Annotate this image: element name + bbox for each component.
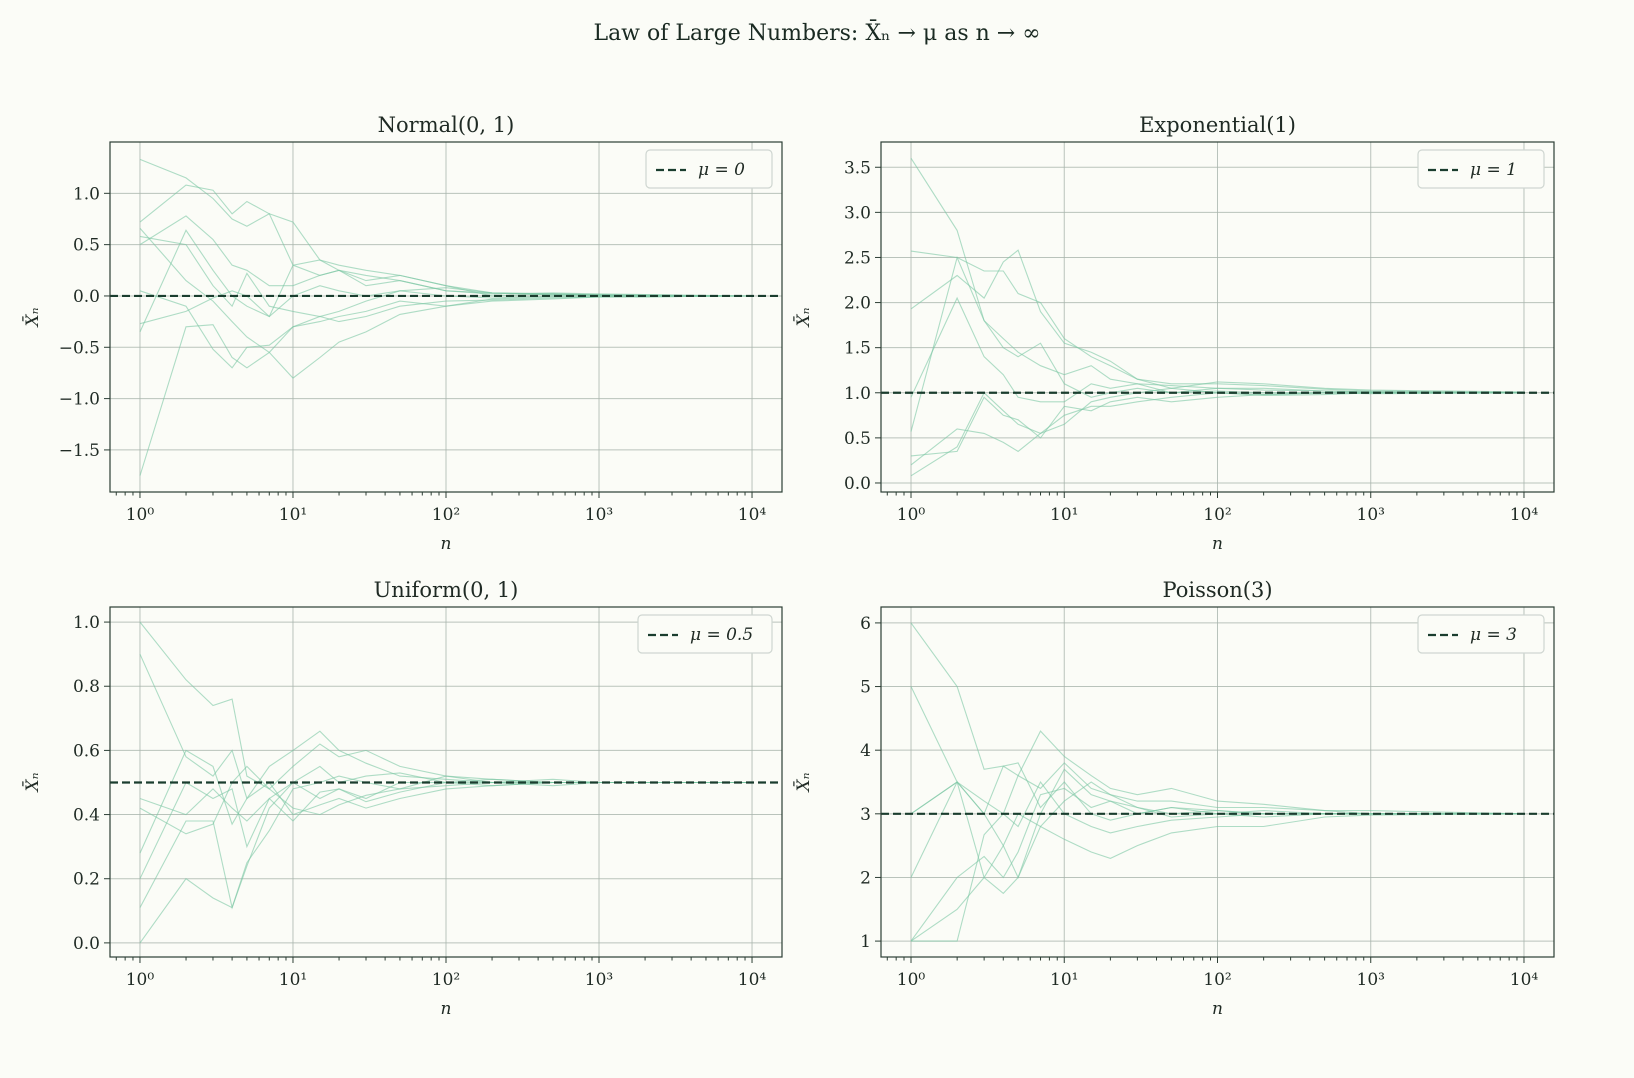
x-tick-label: 10⁰	[897, 970, 926, 990]
sample-mean-path-8	[139, 229, 753, 333]
x-tick-label: 10⁰	[126, 505, 155, 525]
y-tick-label: 0.0	[73, 934, 100, 954]
axes-frame	[880, 606, 1555, 958]
subplot-title: Uniform(0, 1)	[374, 578, 519, 602]
x-tick-label: 10⁰	[126, 970, 155, 990]
x-tick-label: 10²	[432, 505, 460, 525]
x-tick-label: 10³	[585, 505, 613, 525]
y-tick-label: 1.5	[844, 339, 871, 359]
legend-label: μ = 0	[698, 160, 745, 180]
y-tick-label: 0.5	[73, 236, 100, 256]
legend: μ = 3	[1417, 614, 1545, 654]
sample-mean-path-6	[910, 392, 1524, 466]
x-tick-label: 10²	[1203, 970, 1231, 990]
sample-mean-path-9	[139, 295, 753, 476]
y-tick-label: 3.5	[844, 158, 871, 178]
axes-frame	[109, 606, 783, 958]
y-tick-label: 0.2	[73, 870, 100, 890]
y-tick-label: 0.0	[73, 287, 100, 307]
legend: μ = 0	[645, 149, 773, 189]
x-axis-label: n	[1212, 534, 1223, 554]
x-tick-label: 10⁴	[1510, 505, 1539, 525]
x-axis-label: n	[441, 999, 452, 1019]
axes-frame	[880, 141, 1555, 493]
x-axis-label: n	[441, 534, 452, 554]
subplot-3: 10⁰ 10¹ 10² 10³ 10⁴ 0.0 0.2 0.4 0.6 0.8 1.0 Uniform…	[21, 578, 783, 1019]
y-axis-label: X̄ₙ	[792, 772, 814, 793]
subplot-title: Exponential(1)	[1139, 113, 1296, 137]
legend-box	[1417, 614, 1545, 654]
y-tick-label: 0.6	[73, 741, 100, 761]
sample-mean-path-5	[910, 813, 1525, 942]
x-tick-label: 10¹	[1050, 970, 1078, 990]
y-tick-label: 1.0	[73, 613, 100, 633]
sample-mean-path-4	[910, 768, 1524, 895]
sample-mean-path-3	[910, 249, 1525, 393]
legend-label: μ = 1	[1470, 160, 1517, 180]
x-tick-label: 10⁰	[897, 505, 926, 525]
y-tick-label: −0.5	[59, 338, 100, 358]
y-tick-label: 2	[860, 868, 871, 888]
y-tick-label: 3	[860, 805, 871, 825]
y-axis-label: X̄ₙ	[792, 307, 814, 328]
legend-box	[1417, 149, 1545, 189]
x-tick-label: 10¹	[1050, 505, 1078, 525]
x-tick-label: 10⁴	[738, 970, 767, 990]
x-tick-label: 10³	[1357, 970, 1385, 990]
x-tick-label: 10³	[1357, 505, 1385, 525]
sample-mean-path-7	[139, 765, 752, 910]
x-tick-label: 10⁴	[1510, 970, 1539, 990]
subplot-4: 10⁰ 10¹ 10² 10³ 10⁴ 1 2 3 4 5 6 Poisson(3) n X̄ₙ μ = 3	[792, 578, 1555, 1019]
y-tick-label: 1	[860, 932, 871, 952]
y-tick-label: 0.8	[73, 677, 100, 697]
x-tick-label: 10³	[585, 970, 613, 990]
sample-mean-path-1	[910, 157, 1525, 394]
x-tick-label: 10¹	[279, 970, 307, 990]
subplot-title: Poisson(3)	[1162, 578, 1272, 602]
y-tick-label: 1.0	[73, 184, 100, 204]
sample-mean-path-3	[139, 227, 753, 379]
y-tick-label: 6	[860, 614, 871, 634]
sample-mean-path-8	[910, 296, 1525, 403]
legend: μ = 0.5	[637, 614, 773, 654]
legend-box	[645, 149, 773, 189]
subplot-1: 10⁰ 10¹ 10² 10³ 10⁴ −1.5 −1.0 −0.5 0.0 0.5 1.0 Norm…	[21, 113, 783, 554]
y-tick-label: 0.5	[844, 429, 871, 449]
sample-mean-path-1	[910, 622, 1525, 815]
x-tick-label: 10¹	[279, 505, 307, 525]
y-tick-label: 1.0	[844, 384, 871, 404]
y-tick-label: 2.0	[844, 294, 871, 314]
axes-frame	[109, 141, 783, 493]
y-axis-label: X̄ₙ	[21, 307, 43, 328]
y-tick-label: −1.5	[59, 441, 100, 461]
y-tick-label: −1.0	[59, 390, 100, 410]
y-tick-label: 0.4	[73, 806, 100, 826]
x-tick-label: 10²	[1203, 505, 1231, 525]
x-axis-label: n	[1212, 999, 1223, 1019]
x-tick-label: 10²	[432, 970, 460, 990]
figure-suptitle: Law of Large Numbers: X̄ₙ → μ as n → ∞	[593, 19, 1040, 46]
legend-label: μ = 3	[1470, 625, 1517, 645]
sample-mean-path-2	[910, 686, 1524, 879]
y-tick-label: 3.0	[844, 203, 871, 223]
legend-box	[637, 614, 773, 654]
y-tick-label: 4	[860, 741, 871, 761]
sample-mean-path-7	[910, 787, 1524, 942]
y-tick-label: 5	[860, 678, 871, 698]
legend-label: μ = 0.5	[690, 625, 753, 645]
y-tick-label: 2.5	[844, 248, 871, 268]
y-tick-label: 0.0	[844, 474, 871, 494]
x-tick-label: 10⁴	[738, 505, 767, 525]
y-axis-label: X̄ₙ	[21, 772, 43, 793]
subplot-title: Normal(0, 1)	[378, 113, 515, 137]
legend: μ = 1	[1417, 149, 1545, 189]
sample-mean-path-5	[139, 749, 752, 854]
sample-mean-path-2	[910, 250, 1525, 394]
subplot-2: 10⁰ 10¹ 10² 10³ 10⁴ 0.0 0.5 1.0 1.5 2.0 2.5 3.0 3.5 E…	[792, 113, 1555, 554]
